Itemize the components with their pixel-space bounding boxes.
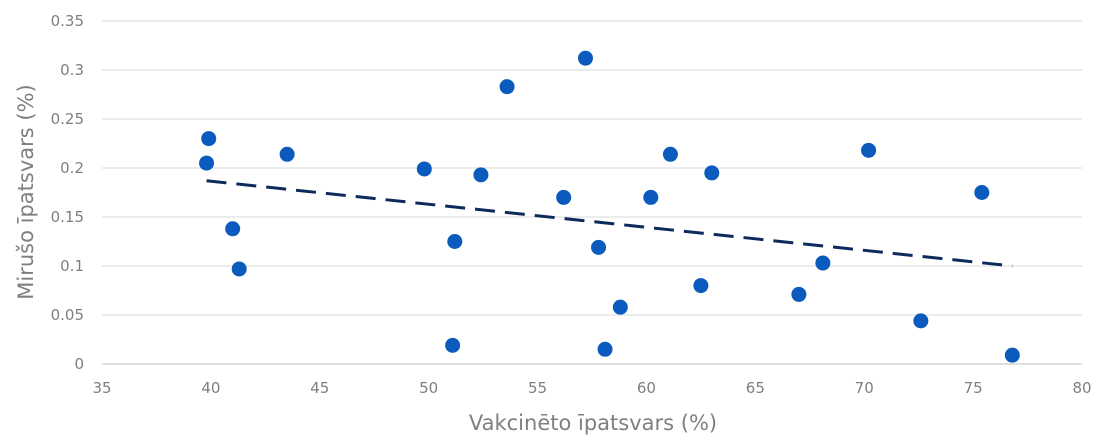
data-point (201, 131, 217, 147)
data-point (693, 278, 709, 294)
data-point (225, 221, 241, 237)
trendline-layer (206, 179, 1013, 268)
data-point (279, 146, 295, 162)
y-tick-label: 0.25 (51, 110, 84, 128)
x-axis-ticks: 35 40 45 50 55 60 65 70 75 80 (92, 379, 1091, 397)
data-point (231, 261, 247, 277)
x-tick-label: 65 (746, 379, 765, 397)
data-point (913, 313, 929, 329)
data-point (499, 79, 515, 95)
data-point (199, 155, 215, 171)
data-point (612, 299, 628, 315)
data-point (791, 286, 807, 302)
y-tick-label: 0.2 (60, 159, 84, 177)
y-tick-label: 0.15 (51, 208, 84, 226)
data-point (416, 161, 432, 177)
gridlines (102, 20, 1082, 316)
data-point (704, 165, 720, 181)
y-tick-label: 0.05 (51, 306, 84, 324)
data-point (974, 185, 990, 200)
data-point (556, 189, 572, 205)
data-point (815, 255, 831, 271)
trendline (206, 179, 1013, 268)
data-point (662, 146, 678, 162)
data-point (447, 234, 463, 249)
x-tick-label: 45 (310, 379, 329, 397)
y-axis-title: Mirušo īpatsvars (%) (14, 84, 38, 299)
x-tick-label: 75 (964, 379, 983, 397)
data-point (1004, 347, 1020, 363)
x-tick-label: 35 (92, 379, 111, 397)
y-tick-label: 0.35 (51, 12, 84, 30)
data-point (591, 239, 607, 255)
y-tick-label: 0.3 (60, 61, 84, 79)
x-tick-label: 70 (855, 379, 874, 397)
y-tick-label: 0 (74, 355, 84, 373)
data-point (445, 337, 461, 353)
x-tick-label: 50 (419, 379, 438, 397)
x-tick-label: 40 (201, 379, 220, 397)
data-point (577, 50, 593, 66)
data-point (643, 189, 659, 205)
x-axis-title: Vakcinēto īpatsvars (%) (469, 411, 717, 435)
data-point (597, 341, 613, 357)
y-axis-ticks: 0 0.05 0.1 0.15 0.2 0.25 0.3 0.35 (51, 12, 84, 373)
x-tick-label: 80 (1072, 379, 1091, 397)
data-points (199, 50, 1020, 363)
y-tick-label: 0.1 (60, 257, 84, 275)
x-tick-label: 60 (637, 379, 656, 397)
data-point (861, 142, 877, 158)
data-point (473, 167, 489, 183)
x-tick-label: 55 (528, 379, 547, 397)
